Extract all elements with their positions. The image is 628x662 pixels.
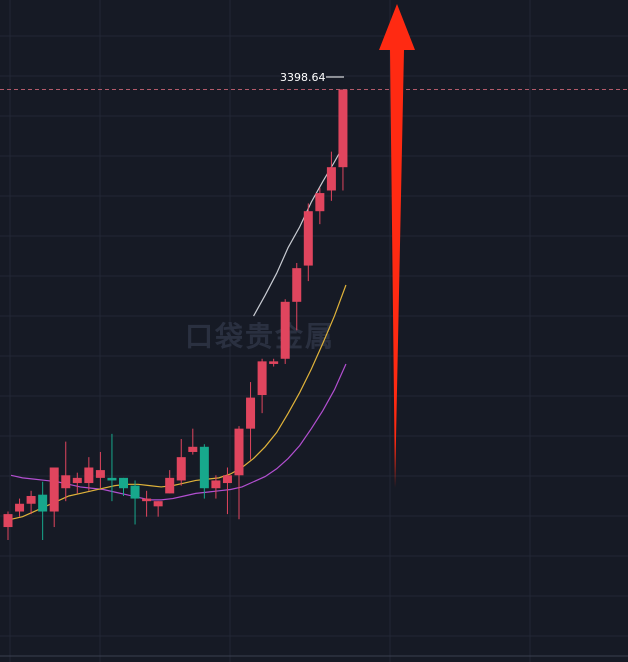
candle (326, 151, 336, 201)
candle-body (95, 470, 105, 478)
candle-body (338, 89, 348, 168)
candle (95, 451, 105, 489)
candle-body (15, 503, 25, 512)
candle-body (49, 467, 59, 512)
candle-body (234, 428, 244, 476)
candle-body (61, 475, 71, 489)
candle (246, 382, 256, 460)
candle-body (130, 485, 140, 499)
candle (292, 262, 302, 331)
candle (61, 441, 71, 502)
candle-body (269, 361, 279, 364)
candle (26, 490, 36, 515)
candle-body (211, 480, 221, 489)
candle-body (142, 498, 152, 502)
candle (211, 475, 221, 499)
candle-body (246, 397, 256, 429)
candle (280, 299, 290, 364)
candle-body (119, 477, 128, 489)
candle (176, 439, 186, 486)
candle (234, 426, 244, 520)
candle-body (72, 477, 82, 484)
candle (188, 428, 198, 455)
candle (222, 467, 232, 515)
candle-body (257, 361, 267, 396)
candle (15, 498, 25, 517)
candle (153, 501, 163, 517)
candle-body (38, 494, 48, 512)
candle-body (176, 457, 186, 481)
watermark: 口袋贵金属 (185, 320, 335, 353)
candle-body (165, 477, 175, 494)
candle (119, 477, 128, 496)
candle (72, 472, 82, 494)
candle-body (292, 268, 302, 302)
candle-body (84, 467, 94, 484)
candle-body (222, 475, 232, 484)
candle-body (3, 514, 13, 528)
candle-body (199, 446, 209, 489)
candle (269, 358, 279, 367)
candle (49, 467, 59, 528)
candle-body (303, 211, 313, 266)
candle (199, 444, 209, 499)
candle (3, 511, 13, 540)
candle-body (326, 167, 336, 191)
candle-body (188, 446, 198, 452)
up-arrow-annotation (379, 4, 415, 488)
candles (3, 89, 348, 540)
candle (38, 481, 48, 540)
candle (165, 470, 175, 494)
candle-body (153, 501, 163, 507)
candle (338, 89, 348, 191)
candle (303, 203, 313, 282)
candle-body (107, 477, 117, 481)
candle-body (315, 193, 325, 212)
candle (257, 358, 267, 414)
candle (130, 480, 140, 525)
candle (142, 490, 152, 517)
ma-line-yellow (10, 284, 347, 520)
candle-body (26, 495, 36, 504)
price-annotation: 3398.64 (280, 71, 344, 84)
candle (107, 433, 117, 502)
high-price-label: 3398.64 (280, 71, 326, 84)
candle (315, 187, 325, 225)
candle (84, 457, 94, 491)
candle-body (280, 301, 290, 359)
